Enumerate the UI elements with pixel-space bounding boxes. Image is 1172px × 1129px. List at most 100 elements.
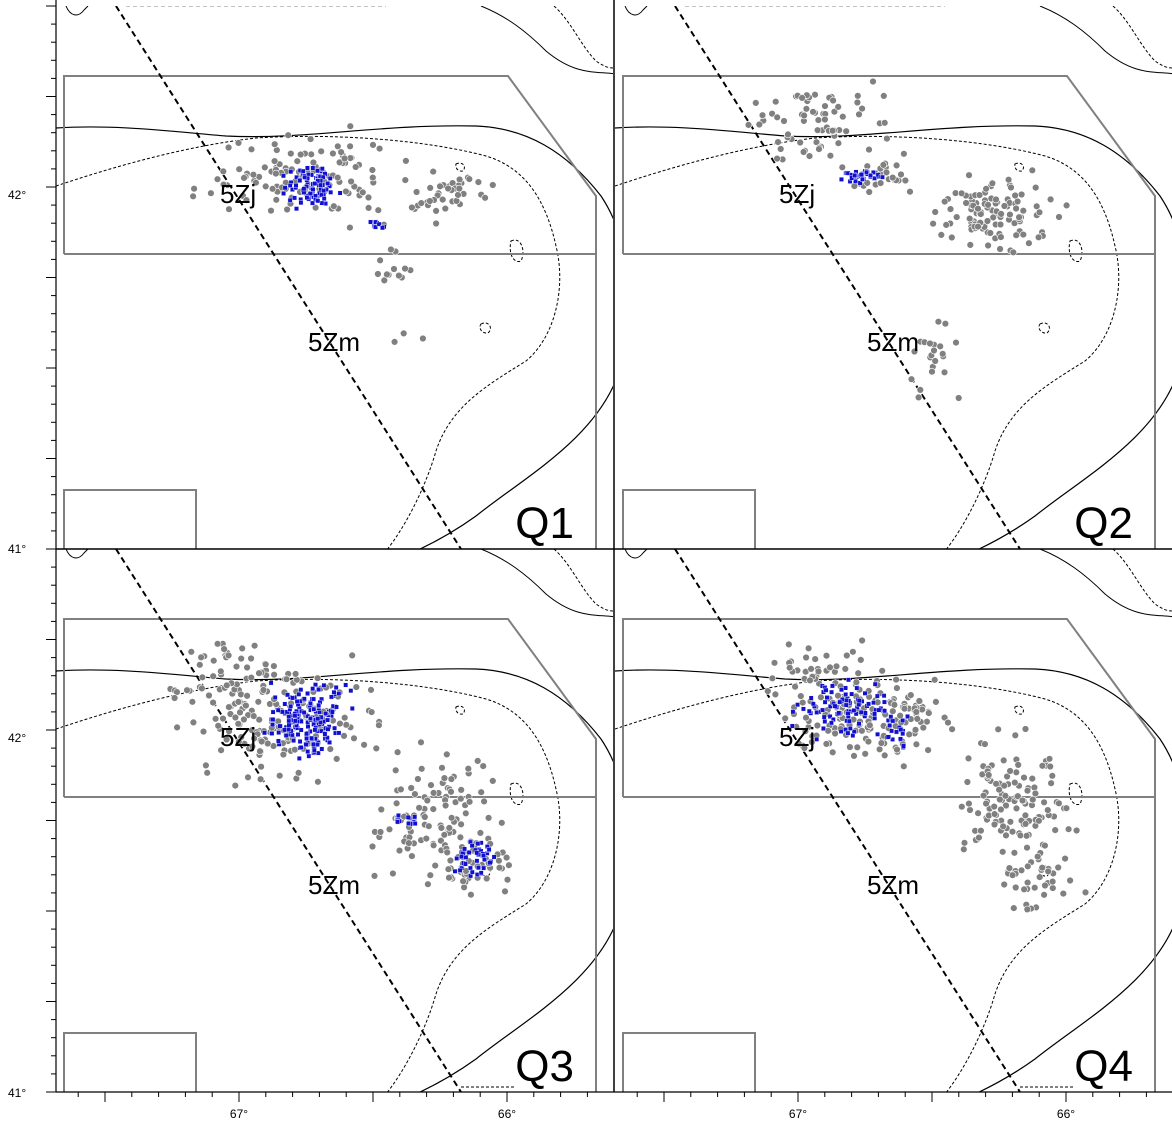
catch-point-gray [374, 206, 382, 214]
catch-point-gray [219, 180, 228, 189]
catch-point-gray [234, 698, 243, 706]
catch-point-blue [304, 183, 309, 189]
catch-point-gray [964, 754, 973, 763]
catch-point-gray [209, 672, 217, 680]
catch-point-gray [850, 752, 858, 760]
catch-point-gray [934, 318, 943, 326]
catch-point-gray [187, 648, 196, 656]
catch-point-blue [849, 691, 855, 697]
catch-point-blue [310, 741, 316, 747]
catch-point-blue [901, 743, 906, 749]
catch-point-blue [297, 178, 303, 183]
catch-point-gray [906, 188, 914, 196]
catch-point-blue [380, 225, 385, 231]
catch-point-gray [853, 98, 862, 107]
catch-point-blue [309, 735, 314, 741]
catch-point-gray [480, 797, 488, 806]
catch-point-gray [1033, 202, 1041, 211]
catch-point-blue [888, 714, 894, 720]
catch-point-blue [850, 733, 856, 738]
catch-point-gray [259, 686, 268, 694]
catch-point-blue [882, 708, 887, 714]
catch-point-gray [1009, 248, 1017, 257]
catch-point-blue [315, 178, 321, 184]
catch-point-gray [907, 375, 916, 383]
catch-point-gray [462, 809, 470, 817]
catch-point-blue [823, 687, 829, 693]
catch-point-gray [317, 147, 325, 156]
catch-point-gray [878, 667, 886, 675]
catch-point-blue [281, 190, 286, 196]
catch-point-gray [502, 853, 511, 862]
catch-point-blue [298, 727, 304, 733]
catch-point-blue [304, 165, 310, 171]
catch-point-blue [319, 200, 325, 206]
catch-point-gray [369, 173, 377, 182]
catch-point-blue [880, 174, 885, 180]
catch-point-blue [373, 224, 378, 230]
catch-point-gray [1007, 183, 1015, 192]
catch-point-gray [892, 675, 900, 684]
catch-point-gray [261, 163, 269, 172]
catch-point-gray [311, 204, 320, 212]
catch-point-blue [466, 850, 472, 855]
catch-point-gray [342, 187, 350, 196]
catch-point-blue [304, 731, 309, 737]
catch-point-gray [189, 192, 197, 201]
catch-point-gray [217, 746, 225, 754]
catch-point-gray [1006, 767, 1014, 775]
catch-point-gray [1021, 725, 1030, 733]
catch-point-gray [197, 653, 205, 662]
catch-point-gray [445, 824, 453, 832]
catch-point-gray [800, 744, 809, 752]
catch-point-gray [1035, 817, 1043, 825]
catch-point-gray [207, 189, 215, 197]
catch-point-blue [800, 706, 806, 712]
catch-point-gray [829, 96, 837, 105]
map-base [56, 6, 613, 549]
catch-point-blue [318, 720, 323, 725]
area-label-5zm: 5Zm [867, 870, 919, 900]
catch-point-gray [1046, 762, 1054, 771]
catch-point-gray [1000, 782, 1008, 790]
catch-point-gray [392, 799, 401, 808]
catch-point-blue [277, 723, 283, 729]
catch-point-gray [834, 139, 843, 147]
catch-point-gray [960, 845, 968, 853]
catch-point-gray [198, 684, 206, 693]
catch-point-blue [790, 709, 796, 715]
catch-point-gray [412, 188, 421, 196]
catch-point-gray [785, 640, 793, 649]
catch-point-gray [907, 691, 915, 699]
catch-point-gray [814, 116, 823, 124]
quarter-label: Q2 [1074, 499, 1133, 548]
catch-point-blue [832, 703, 838, 709]
catch-point-blue [806, 708, 812, 714]
catch-point-gray [427, 781, 435, 789]
catch-point-blue [292, 713, 298, 719]
catch-point-blue [839, 687, 844, 693]
catch-point-blue [316, 702, 322, 708]
catch-point-blue [312, 727, 318, 733]
catch-point-gray [352, 683, 360, 691]
catch-point-blue [306, 753, 312, 759]
catch-point-gray [997, 210, 1005, 218]
catch-point-blue [337, 190, 343, 196]
catch-dots-blue [789, 677, 910, 750]
catch-point-gray [408, 203, 416, 212]
catch-point-blue [862, 710, 868, 716]
catch-point-blue [300, 168, 306, 174]
catch-point-gray [1046, 195, 1055, 204]
catch-point-blue [334, 704, 339, 710]
catch-point-gray [1023, 878, 1032, 887]
catch-point-gray [219, 714, 227, 723]
catch-point-gray [797, 692, 805, 700]
catch-point-gray [183, 686, 191, 694]
catch-point-gray [1059, 889, 1067, 898]
catch-point-gray [495, 864, 504, 872]
catch-point-blue [343, 682, 349, 688]
y-tick-label-41-bottom: 41° [8, 1086, 26, 1100]
catch-point-gray [429, 167, 437, 176]
catch-point-gray [815, 145, 823, 153]
catch-point-gray [431, 861, 439, 870]
